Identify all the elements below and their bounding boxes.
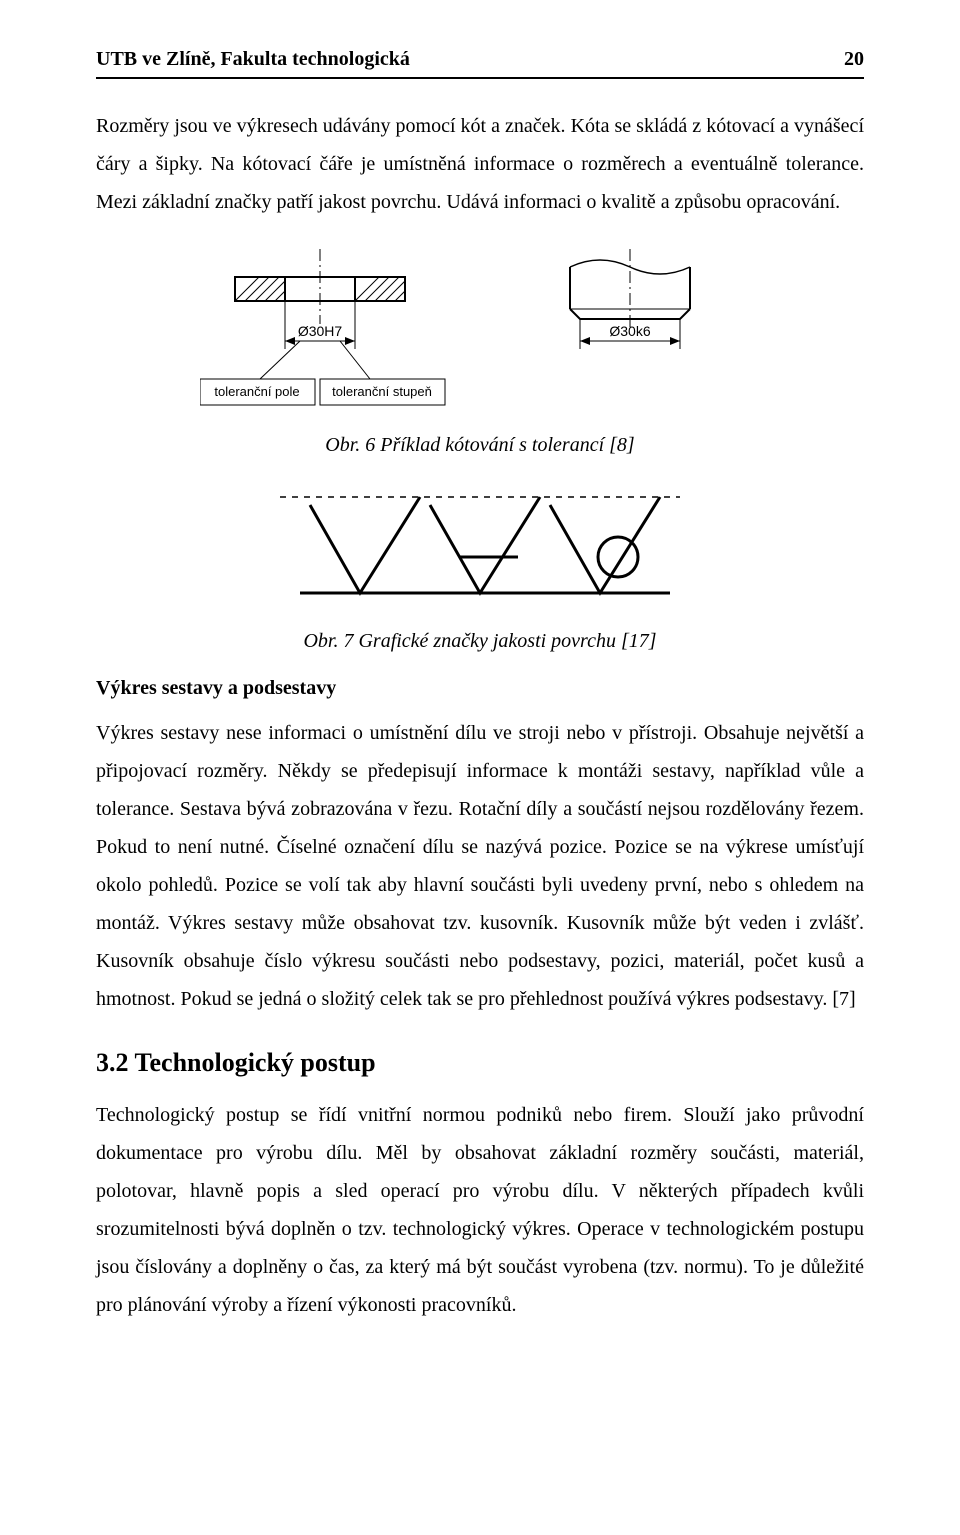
page: UTB ve Zlíně, Fakulta technologická 20 R… [0,0,960,1535]
header-left: UTB ve Zlíně, Fakulta technologická [96,48,410,71]
figure-7-caption: Obr. 7 Grafické značky jakosti povrchu [… [96,630,864,653]
figure-7-svg [270,485,690,615]
figure-6-svg: Ø30H7 toleranční pole toleranční stupeň [200,249,760,419]
fig6-label-right: toleranční stupeň [332,384,432,399]
dim-left-text: Ø30H7 [298,323,343,339]
dim-right-text: Ø30k6 [609,323,650,339]
paragraph-1: Rozměry jsou ve výkresech udávány pomocí… [96,107,864,221]
section-3-2-heading: 3.2 Technologický postup [96,1048,864,1078]
section-3-2-body: Technologický postup se řídí vnitřní nor… [96,1096,864,1324]
subheading-assembly: Výkres sestavy a podsestavy [96,677,864,700]
figure-7 [96,485,864,620]
paragraph-2: Výkres sestavy nese informaci o umístněn… [96,714,864,1018]
fig6-label-left: toleranční pole [214,384,299,399]
page-header: UTB ve Zlíně, Fakulta technologická 20 [96,48,864,71]
header-rule [96,77,864,79]
figure-6-caption: Obr. 6 Příklad kótování s tolerancí [8] [96,434,864,457]
page-number: 20 [844,48,864,71]
figure-6: Ø30H7 toleranční pole toleranční stupeň [96,249,864,424]
